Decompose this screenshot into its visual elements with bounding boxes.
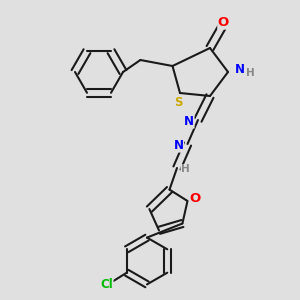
Text: N: N — [184, 115, 194, 128]
Text: O: O — [218, 16, 229, 29]
Text: O: O — [189, 191, 201, 205]
Text: N: N — [173, 139, 184, 152]
Text: S: S — [174, 96, 183, 109]
Text: N: N — [234, 63, 244, 76]
Text: H: H — [181, 164, 190, 175]
Text: H: H — [246, 68, 255, 78]
Text: Cl: Cl — [100, 278, 113, 291]
